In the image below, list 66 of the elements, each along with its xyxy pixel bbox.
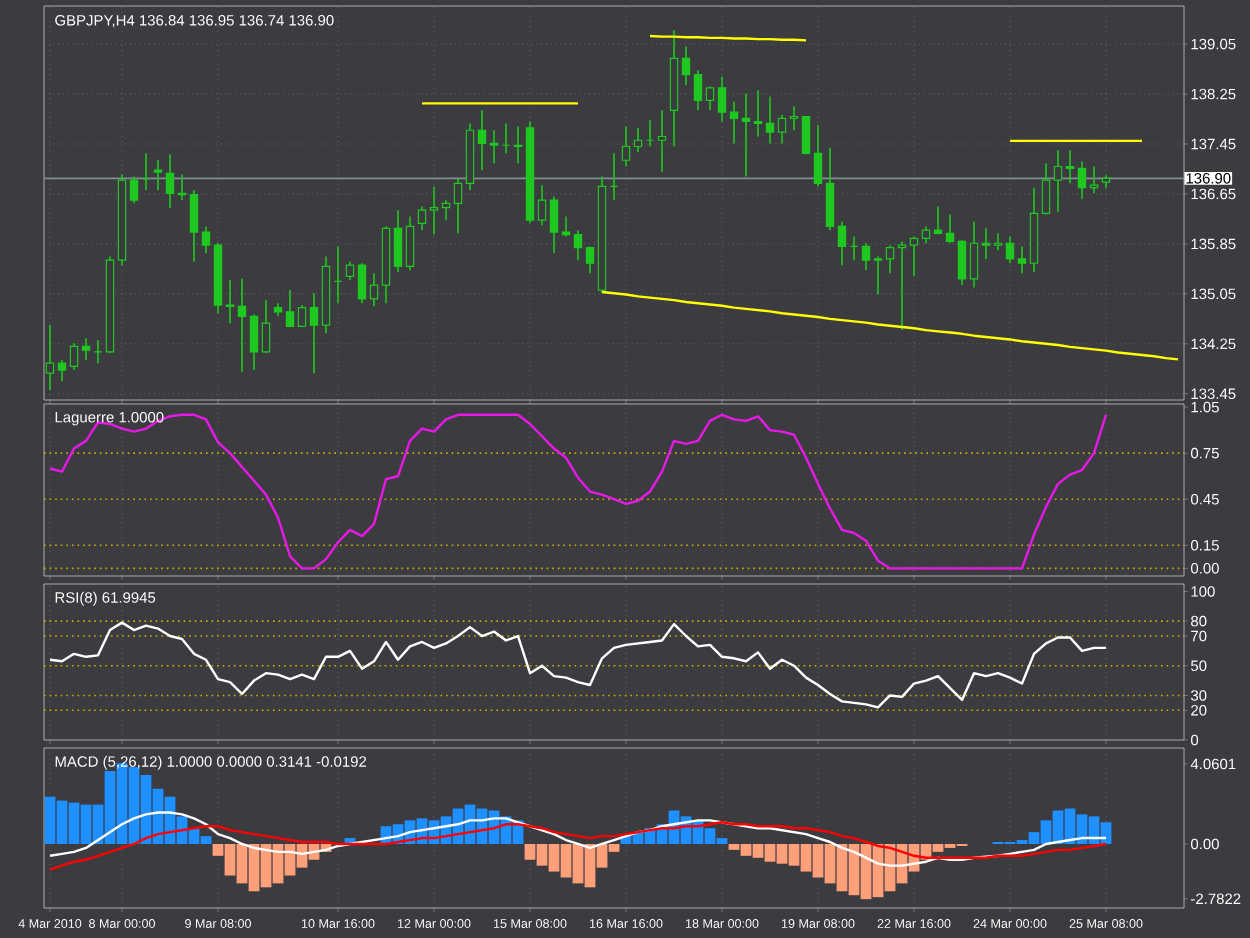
candlestick — [909, 235, 919, 278]
candlestick — [297, 304, 307, 328]
candlestick — [417, 205, 427, 231]
candlestick — [825, 146, 835, 231]
candlestick — [885, 244, 895, 275]
candlestick — [633, 126, 643, 153]
candlestick — [537, 184, 547, 226]
candlestick — [189, 189, 199, 263]
candlestick — [429, 185, 439, 236]
candlestick — [573, 229, 583, 261]
candlestick — [225, 279, 235, 324]
candlestick — [453, 178, 463, 235]
candlestick — [969, 220, 979, 289]
candlestick — [141, 152, 151, 191]
candlestick — [261, 299, 271, 354]
candlestick — [93, 339, 103, 364]
candlestick — [57, 359, 67, 383]
candlestick — [777, 113, 787, 145]
candlestick — [801, 115, 811, 156]
candlestick — [45, 324, 55, 391]
candlestick — [993, 232, 1003, 251]
candlestick — [1017, 245, 1027, 275]
candlestick — [477, 109, 487, 172]
candlestick — [1053, 149, 1063, 213]
candlestick — [693, 69, 703, 112]
candlestick — [753, 89, 763, 138]
candlestick — [873, 255, 883, 296]
candlestick — [357, 262, 367, 305]
candlestick — [345, 260, 355, 281]
candlestick — [945, 213, 955, 245]
candlestick — [81, 337, 91, 361]
candlestick — [1041, 162, 1051, 216]
candlestick — [165, 153, 175, 209]
candlestick — [1065, 149, 1075, 185]
candlestick — [405, 215, 415, 271]
candlestick — [765, 95, 775, 145]
candlestick — [717, 75, 727, 123]
candlestick — [741, 92, 751, 178]
candlestick — [1077, 160, 1087, 200]
candlestick — [309, 292, 319, 374]
candlestick — [129, 175, 139, 205]
candlestick — [789, 105, 799, 132]
candlestick — [201, 225, 211, 255]
candlestick — [237, 278, 247, 373]
candlestick — [897, 240, 907, 331]
candlestick — [933, 205, 943, 236]
candlestick — [249, 313, 259, 371]
candlestick — [549, 195, 559, 255]
candlestick — [1005, 235, 1015, 265]
candlestick — [285, 289, 295, 328]
candlestick — [393, 209, 403, 273]
candlestick — [369, 272, 379, 308]
candlestick — [657, 109, 667, 173]
candlestick — [681, 45, 691, 87]
candlestick — [957, 239, 967, 286]
candlestick — [981, 227, 991, 260]
candlestick — [621, 125, 631, 168]
candlestick — [69, 342, 79, 371]
candlestick — [153, 159, 163, 191]
candlestick — [561, 215, 571, 238]
candlestick — [489, 129, 499, 165]
candlestick — [729, 100, 739, 145]
candlestick — [837, 220, 847, 266]
candlestick — [813, 124, 823, 188]
candlestick — [585, 245, 595, 275]
candlestick — [861, 242, 871, 271]
